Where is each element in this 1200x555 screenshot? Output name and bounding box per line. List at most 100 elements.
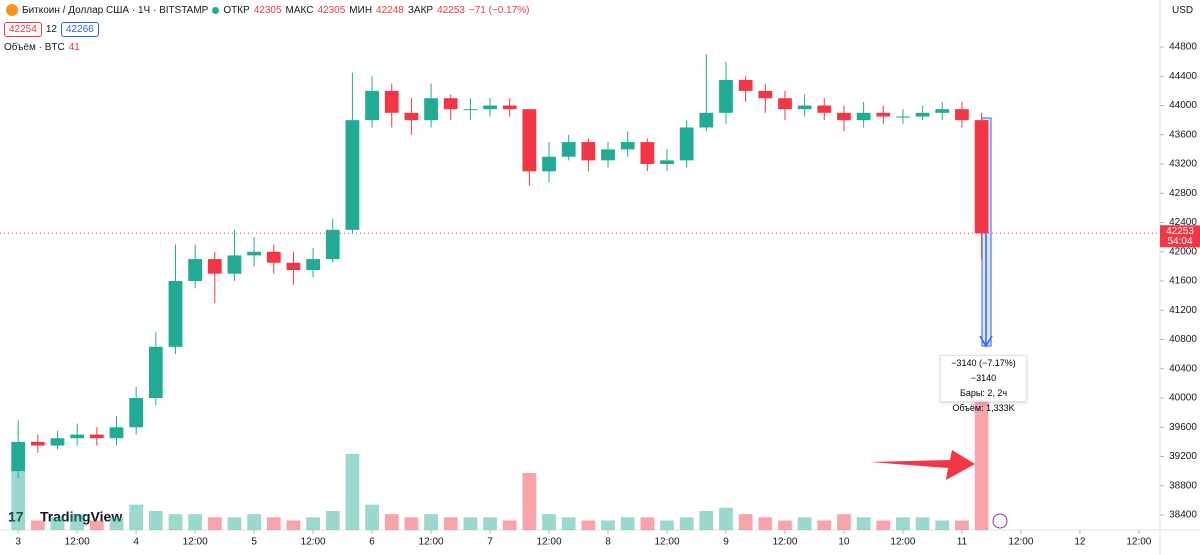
candle-body: [522, 109, 537, 172]
candle-body: [129, 398, 144, 428]
x-tick-label: 12:00: [654, 537, 679, 548]
x-tick-label: 12:00: [1008, 537, 1033, 548]
y-tick-label: 40000: [1169, 393, 1197, 404]
candle-body: [974, 120, 989, 234]
volume-bar: [974, 400, 989, 530]
volume-bar: [483, 517, 497, 530]
volume-label: Объём · BTC: [4, 42, 65, 53]
candle-body: [581, 142, 596, 161]
candle-body: [896, 116, 910, 118]
volume-bar: [502, 520, 517, 530]
candle-body: [168, 281, 183, 347]
currency[interactable]: USD: [1172, 5, 1194, 16]
candle-body: [384, 90, 399, 113]
volume-bar: [148, 510, 163, 530]
candle-body: [404, 112, 419, 121]
x-tick-label: 12:00: [1126, 537, 1151, 548]
candle-body: [424, 98, 438, 121]
status-dot: [212, 6, 220, 14]
candle-body: [109, 427, 124, 439]
low-label: МИН: [349, 4, 373, 16]
y-tick-label: 38400: [1169, 510, 1197, 521]
candle-body: [247, 251, 261, 256]
y-tick-label: 41600: [1169, 276, 1197, 287]
candle-body: [837, 112, 851, 121]
volume-bar: [955, 520, 969, 530]
candle-body: [50, 438, 65, 446]
event-icon: [992, 513, 1008, 529]
header-row: Биткоин / Доллар США · 1Ч · BITSTAMP ОТК…: [6, 4, 530, 16]
candle-body: [483, 105, 497, 110]
candle-body: [188, 259, 203, 282]
volume-bar: [325, 510, 340, 530]
y-tick-label: 42800: [1169, 188, 1197, 199]
y-tick-label: 39200: [1169, 451, 1197, 462]
volume-bar: [424, 514, 438, 530]
volume-value: 41: [68, 42, 80, 53]
x-tick-label: 12:00: [65, 537, 90, 548]
volume-bar: [542, 514, 556, 530]
annotation-arrow: [870, 450, 975, 480]
x-tick-label: 12:00: [772, 537, 797, 548]
volume-bar: [797, 517, 812, 530]
countdown: 54:04: [1167, 236, 1192, 247]
y-tick-label: 44000: [1169, 100, 1197, 111]
candle-body: [70, 434, 85, 439]
volume-bar: [758, 517, 773, 530]
volume-bar: [168, 514, 183, 530]
bid[interactable]: 42254: [4, 22, 42, 37]
x-tick-label: 12:00: [890, 537, 915, 548]
volume-bar: [915, 517, 930, 530]
measure-box: −3140 (−7.17%) −3140 Бары: 2, 2ч Объём: …: [940, 355, 1027, 413]
y-tick-label: 43200: [1169, 159, 1197, 170]
candle-body: [148, 346, 163, 399]
volume-bar: [522, 472, 537, 530]
measure-change: −3140 (−7.17%) −3140: [951, 358, 1016, 383]
candle-body: [227, 255, 242, 274]
candle-body: [365, 90, 379, 121]
symbol: Биткоин / Доллар США · 1Ч · BITSTAMP: [22, 4, 209, 16]
candle-body: [345, 120, 360, 230]
candle-body: [640, 142, 655, 165]
candle-body: [935, 109, 950, 113]
logo-mark: 17: [8, 509, 24, 525]
candle-body: [561, 142, 576, 157]
volume-bar: [719, 507, 733, 530]
x-tick-label: 4: [133, 537, 139, 548]
candle-body: [463, 109, 478, 111]
x-tick-label: 3: [15, 537, 21, 548]
volume-row: Объём · BTC 41: [4, 42, 80, 53]
y-tick-label: 40400: [1169, 363, 1197, 374]
y-tick-label: 40800: [1169, 334, 1197, 345]
volume-bar: [188, 514, 203, 530]
y-tick-label: 42400: [1169, 217, 1197, 228]
candle-body: [325, 229, 340, 260]
volume-bar: [207, 517, 222, 530]
candle-body: [817, 105, 832, 113]
measure-arrowhead: [979, 335, 993, 348]
candle-body: [286, 262, 301, 271]
volume-bar: [345, 453, 360, 530]
candle-body: [915, 112, 930, 117]
last-price-box: [1160, 225, 1200, 248]
candle-body: [876, 112, 891, 117]
open-label: ОТКР: [223, 4, 250, 16]
volume-bar: [640, 517, 655, 530]
ask[interactable]: 42266: [60, 22, 99, 37]
candle-body: [660, 160, 674, 165]
measure-bars: Бары: 2, 2ч: [959, 388, 1008, 398]
x-tick-label: 12:00: [183, 537, 208, 548]
candle-body: [266, 251, 281, 263]
x-tick-label: 12: [1074, 537, 1086, 548]
y-tick-label: 44400: [1169, 71, 1197, 82]
close-value: 42253: [437, 4, 465, 16]
volume-bar: [129, 504, 144, 530]
spread: 12: [45, 24, 57, 35]
volume-bar: [817, 520, 832, 530]
volume-bar: [89, 520, 104, 530]
volume-bar: [404, 517, 419, 530]
candle-body: [542, 156, 556, 172]
last-price-label: 42253: [1166, 226, 1194, 237]
close-label: ЗАКР: [407, 4, 434, 16]
candle-body: [797, 105, 812, 110]
